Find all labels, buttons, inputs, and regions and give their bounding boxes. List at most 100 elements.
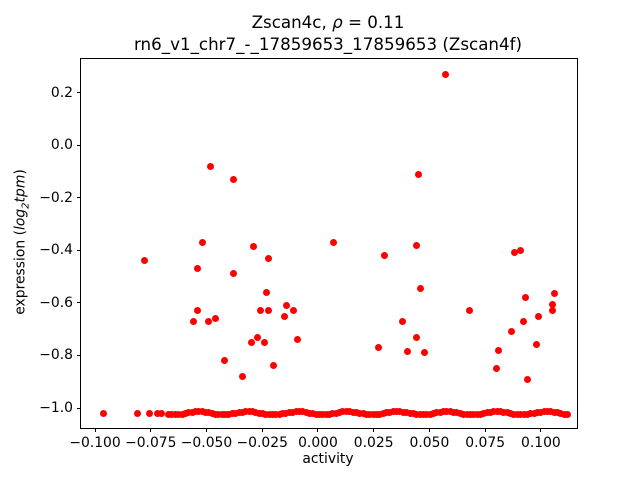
y-tick-label: −0.4 [39, 242, 73, 259]
data-point [256, 307, 264, 315]
y-tick-mark [77, 354, 81, 356]
x-tick-label: 0.100 [520, 435, 561, 451]
data-point [521, 294, 529, 302]
chart-title: Zscan4c, ρ = 0.11 rn6_v1_chr7_-_17859653… [80, 11, 576, 55]
x-tick-label: −0.100 [69, 435, 121, 451]
data-point [535, 312, 543, 320]
data-point [466, 307, 474, 315]
x-tick-mark [484, 428, 486, 432]
x-tick-mark [150, 428, 152, 432]
ylabel-log-sub: 2 [20, 202, 32, 209]
y-tick-label: 0.2 [50, 84, 73, 101]
x-tick-label: 0.075 [465, 435, 506, 451]
data-point [283, 302, 291, 310]
data-point [140, 257, 148, 265]
y-tick-label: 0.0 [50, 137, 73, 154]
data-point [157, 409, 165, 417]
y-tick-mark [77, 407, 81, 409]
ylabel-suffix: ) [12, 169, 29, 175]
y-tick-label: −1.0 [39, 400, 73, 417]
data-point [100, 409, 108, 417]
data-point [441, 70, 449, 78]
title-prefix: Zscan4c, [251, 12, 333, 32]
data-point [403, 348, 411, 356]
x-tick-mark [317, 428, 319, 432]
data-point [249, 242, 257, 250]
x-tick-mark [373, 428, 375, 432]
data-point [247, 338, 255, 346]
x-tick-mark [428, 428, 430, 432]
data-point [564, 411, 572, 419]
y-tick-mark [77, 249, 81, 251]
data-point [289, 307, 297, 315]
data-point [198, 238, 206, 246]
chart-title-line1: Zscan4c, ρ = 0.11 [80, 11, 576, 33]
data-point [517, 246, 525, 254]
y-tick-label: −0.6 [39, 294, 73, 311]
ylabel-log: log [12, 208, 29, 231]
data-point [263, 288, 271, 296]
data-point [508, 328, 516, 336]
y-axis-label: expression (log2tpm) [13, 169, 32, 315]
data-point [510, 249, 518, 257]
x-tick-label: −0.025 [236, 435, 288, 451]
x-tick-label: 0.025 [353, 435, 394, 451]
title-rho-symbol: ρ [332, 12, 343, 32]
x-tick-label: 0.050 [409, 435, 450, 451]
x-tick-mark [261, 428, 263, 432]
data-point [294, 336, 302, 344]
data-point [133, 409, 141, 417]
title-suffix: = 0.11 [342, 12, 405, 32]
data-point [153, 409, 161, 417]
data-point [414, 170, 422, 178]
plot-area: −0.100 −0.075 −0.050 −0.025 0.000 0.025 0.050 0… [39, 58, 578, 451]
y-tick-label: −0.2 [39, 189, 73, 206]
data-point [265, 254, 273, 262]
data-point [189, 317, 197, 325]
data-point [269, 362, 277, 370]
data-point [548, 300, 556, 308]
data-point [417, 284, 424, 292]
data-point [381, 252, 389, 260]
data-point [330, 238, 338, 246]
y-tick-mark [77, 302, 81, 304]
data-point [412, 333, 420, 341]
data-point [238, 372, 246, 380]
y-tick-mark [77, 92, 81, 94]
x-axis-label: activity [302, 451, 354, 467]
data-point [145, 409, 153, 417]
y-tick-mark [77, 197, 81, 199]
y-tick-mark [77, 144, 81, 146]
data-point [374, 344, 382, 352]
data-point [492, 365, 500, 373]
data-point [265, 307, 273, 315]
data-point [260, 338, 268, 346]
data-point [421, 349, 429, 357]
data-point [194, 307, 202, 315]
data-point [412, 241, 420, 249]
data-point [532, 341, 540, 349]
data-point [495, 346, 503, 354]
data-point [194, 265, 202, 273]
data-point [229, 175, 237, 183]
data-point [205, 317, 213, 325]
data-point [519, 317, 527, 325]
data-point [220, 357, 228, 365]
data-point [548, 307, 556, 315]
chart-subtitle: rn6_v1_chr7_-_17859653_17859653 (Zscan4f… [133, 34, 523, 54]
x-tick-label: −0.075 [125, 435, 177, 451]
data-point [254, 333, 262, 341]
data-point [399, 317, 407, 325]
x-tick-mark [540, 428, 542, 432]
ylabel-tpm: tpm [12, 174, 29, 203]
x-tick-mark [94, 428, 96, 432]
data-point [524, 375, 531, 383]
data-point [550, 290, 558, 298]
data-point [229, 270, 237, 278]
data-point [211, 315, 219, 323]
data-point [207, 162, 215, 170]
y-tick-label: −0.8 [39, 347, 73, 364]
ylabel-prefix: expression ( [12, 230, 29, 315]
x-tick-label: 0.000 [298, 435, 338, 451]
